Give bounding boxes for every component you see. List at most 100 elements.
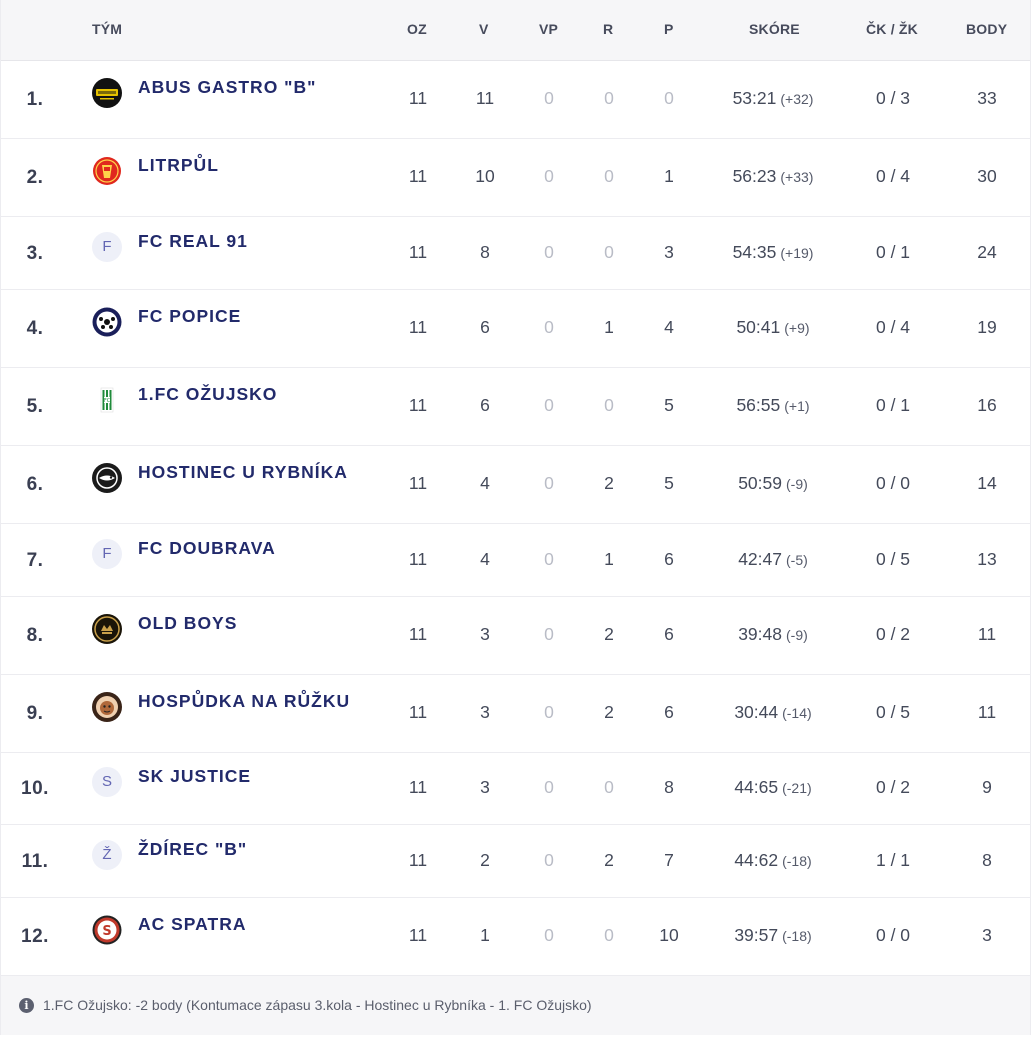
- team-logo-placeholder[interactable]: S: [92, 767, 122, 797]
- wins-cell: 3: [480, 777, 490, 797]
- wins-cell: 1: [480, 925, 490, 945]
- played-cell: 11: [408, 166, 428, 186]
- cards-cell: 0 / 4: [875, 317, 911, 337]
- team-name-link[interactable]: FC DOUBRAVA: [138, 538, 276, 558]
- team-logo-placeholder[interactable]: F: [92, 539, 122, 569]
- team-logo-placeholder[interactable]: F: [92, 232, 122, 262]
- header-score[interactable]: SKÓRE: [749, 21, 800, 37]
- header-points[interactable]: BODY: [966, 21, 1008, 37]
- header-cards[interactable]: ČK / ŽK: [866, 21, 918, 37]
- table-row[interactable]: 10. S SK JUSTICE 11 3 0 0 8 44:65 (-21) 0 / 2 9: [1, 753, 1030, 825]
- rank-cell: 6.: [26, 474, 44, 495]
- played-cell: 11: [408, 702, 428, 722]
- header-team[interactable]: TÝM: [92, 21, 123, 37]
- table-row[interactable]: 11. Ž ŽDÍREC "B" 11 2 0 2 7 44:62 (-18) 1 / 1 8: [1, 825, 1030, 898]
- table-row[interactable]: 8. OLD BOYS 11 3 0 2 6 39:48 (-9) 0 / 2 11: [1, 597, 1030, 675]
- header-draws[interactable]: R: [603, 21, 614, 37]
- header-played[interactable]: OZ: [407, 21, 427, 37]
- team-name-link[interactable]: HOSTINEC U RYBNÍKA: [138, 462, 348, 482]
- score-cell: 50:41 (+9): [713, 317, 833, 338]
- fc-ozujsko-logo-icon[interactable]: FC: [92, 385, 122, 415]
- team-name-link[interactable]: FC REAL 91: [138, 231, 248, 251]
- cards-cell: 0 / 0: [875, 473, 911, 493]
- table-row[interactable]: 7. F FC DOUBRAVA 11 4 0 1 6 42:47 (-5) 0 / 5 13: [1, 524, 1030, 597]
- score-value: 56:55: [736, 395, 781, 415]
- fc-popice-logo-icon[interactable]: [92, 307, 122, 337]
- score-value: 39:48: [738, 624, 782, 644]
- played-cell: 11: [408, 395, 428, 415]
- ot-wins-cell: 0: [544, 850, 554, 870]
- table-row[interactable]: 1. ABUS GASTRO "B" 11 11 0 0 0 53:21 (+32) 0 / 3 3…: [1, 61, 1030, 139]
- hostinec-logo-icon[interactable]: [92, 463, 122, 493]
- draws-cell: 0: [604, 777, 614, 797]
- team-name-link[interactable]: ABUS GASTRO "B": [138, 77, 317, 97]
- score-cell: 50:59 (-9): [713, 473, 833, 494]
- points-cell: 19: [977, 317, 997, 337]
- table-row[interactable]: 3. F FC REAL 91 11 8 0 0 3 54:35 (+19) 0 / 1 24: [1, 217, 1030, 290]
- played-cell: 11: [408, 317, 428, 337]
- table-row[interactable]: 5. FC 1.FC OŽUJSKO 11 6 0 0 5 56:55 (+1) 0 / 1 16: [1, 368, 1030, 446]
- played-cell: 11: [408, 242, 428, 262]
- ac-spatra-logo-icon[interactable]: S: [92, 915, 122, 945]
- rank-cell: 8.: [26, 625, 44, 646]
- ot-wins-cell: 0: [544, 624, 554, 644]
- points-cell: 14: [977, 473, 997, 493]
- draws-cell: 0: [604, 166, 614, 186]
- score-cell: 42:47 (-5): [713, 549, 833, 570]
- table-row[interactable]: 6. HOSTINEC U RYBNÍKA 11 4 0 2 5 50:59 (-9) 0 / 0…: [1, 446, 1030, 524]
- score-value: 50:59: [738, 473, 782, 493]
- table-row[interactable]: 4. FC POPICE 11 6 0 1 4 50:41 (+9) 0 / 4 19: [1, 290, 1030, 368]
- draws-cell: 0: [604, 395, 614, 415]
- points-cell: 11: [977, 702, 997, 722]
- team-name-link[interactable]: AC SPATRA: [138, 914, 247, 934]
- hospudka-logo-icon[interactable]: [92, 692, 122, 722]
- header-wins[interactable]: V: [479, 21, 489, 37]
- points-cell: 16: [977, 395, 997, 415]
- cards-cell: 0 / 5: [875, 702, 911, 722]
- score-value: 54:35: [732, 242, 777, 262]
- score-cell: 39:57 (-18): [713, 925, 833, 946]
- draws-cell: 1: [604, 549, 614, 569]
- losses-cell: 6: [664, 549, 674, 569]
- score-difference: (+1): [784, 398, 810, 414]
- played-cell: 11: [408, 473, 428, 493]
- draws-cell: 2: [604, 624, 614, 644]
- abus-gastro-logo-icon[interactable]: [92, 78, 122, 108]
- team-name-link[interactable]: HOSPŮDKA NA RŮŽKU: [138, 691, 351, 711]
- draws-cell: 2: [604, 702, 614, 722]
- header-ot-wins[interactable]: VP: [539, 21, 559, 37]
- score-value: 44:65: [734, 777, 779, 797]
- score-value: 44:62: [734, 850, 779, 870]
- team-name-link[interactable]: 1.FC OŽUJSKO: [138, 384, 278, 404]
- score-difference: (+33): [780, 169, 814, 185]
- score-difference: (-9): [786, 627, 808, 643]
- team-logo-placeholder[interactable]: Ž: [92, 840, 122, 870]
- points-cell: 24: [977, 242, 997, 262]
- score-cell: 39:48 (-9): [713, 624, 833, 645]
- points-cell: 9: [982, 777, 992, 797]
- table-row[interactable]: 9. HOSPŮDKA NA RŮŽKU 11 3 0 2 6 30:44 (-14) 0 / 5…: [1, 675, 1030, 753]
- draws-cell: 2: [604, 850, 614, 870]
- team-name-link[interactable]: ŽDÍREC "B": [138, 839, 248, 859]
- played-cell: 11: [408, 624, 428, 644]
- footer-note: 1.FC Ožujsko: -2 body (Kontumace zápasu …: [43, 997, 592, 1013]
- wins-cell: 11: [475, 88, 495, 108]
- team-name-link[interactable]: LITRPŮL: [138, 155, 219, 175]
- team-name-link[interactable]: FC POPICE: [138, 306, 242, 326]
- team-name-link[interactable]: OLD BOYS: [138, 613, 238, 633]
- score-difference: (+32): [780, 91, 814, 107]
- ot-wins-cell: 0: [544, 925, 554, 945]
- ot-wins-cell: 0: [544, 702, 554, 722]
- wins-cell: 2: [480, 850, 490, 870]
- header-losses[interactable]: P: [664, 21, 674, 37]
- team-name-link[interactable]: SK JUSTICE: [138, 766, 252, 786]
- table-row[interactable]: 2. LITRPŮL 11 10 0 0 1 56:23 (+33) 0 / 4 30: [1, 139, 1030, 217]
- score-value: 50:41: [736, 317, 781, 337]
- losses-cell: 6: [664, 624, 674, 644]
- litrpul-logo-icon[interactable]: [92, 156, 122, 186]
- old-boys-logo-icon[interactable]: [92, 614, 122, 644]
- played-cell: 11: [408, 777, 428, 797]
- score-cell: 56:55 (+1): [713, 395, 833, 416]
- cards-cell: 0 / 3: [875, 88, 911, 108]
